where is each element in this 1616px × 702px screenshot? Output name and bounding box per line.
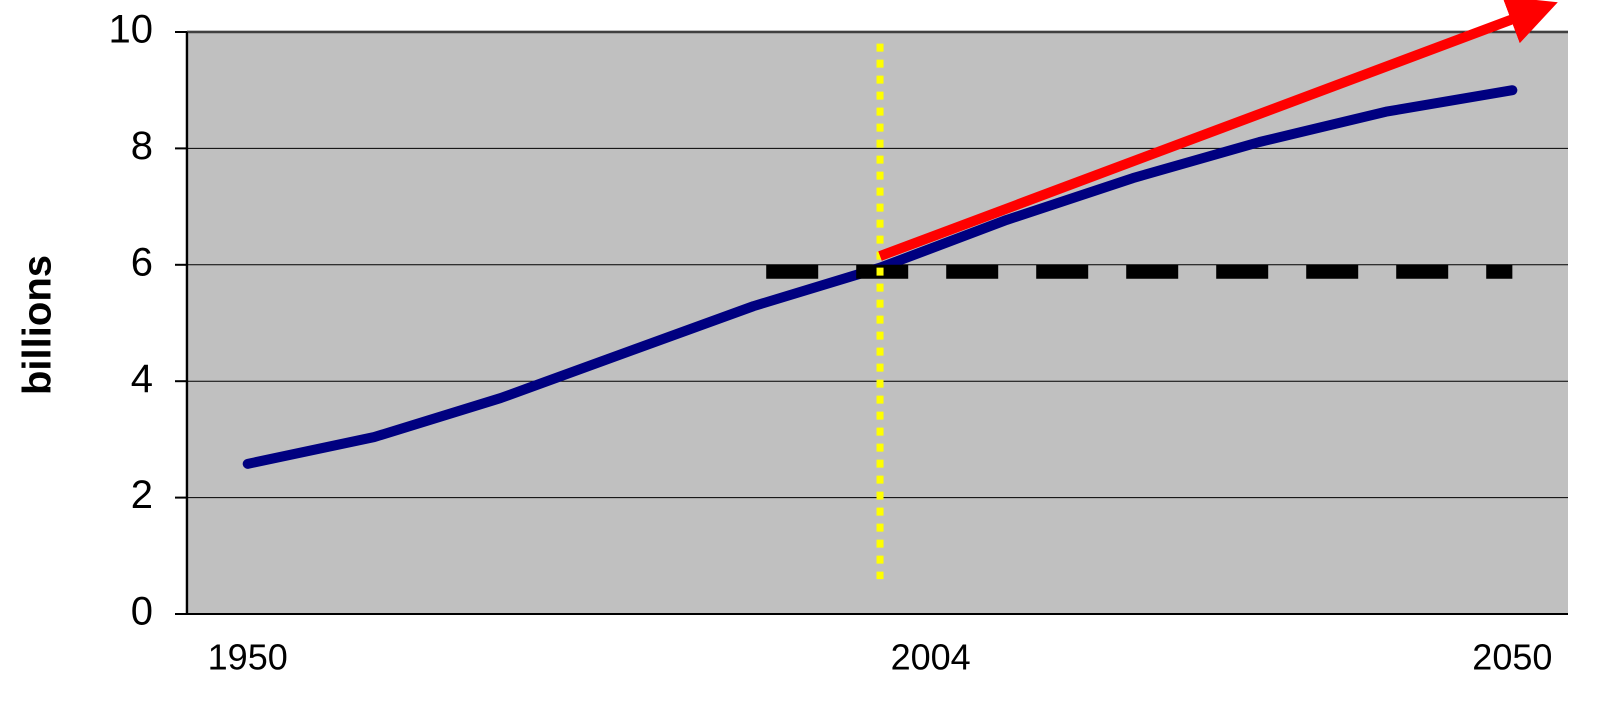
x-tick-label: 2004: [891, 637, 971, 678]
y-tick-label: 0: [131, 590, 153, 634]
x-tick-label: 1950: [208, 637, 288, 678]
y-tick-label: 10: [109, 8, 154, 52]
y-tick-label: 6: [131, 240, 153, 284]
y-axis-label: billions: [16, 255, 60, 395]
y-tick-label: 2: [131, 473, 153, 517]
y-tick-label: 4: [131, 357, 153, 401]
x-tick-label: 2050: [1472, 637, 1552, 678]
series-line: [878, 0, 1558, 261]
y-tick-label: 8: [131, 124, 153, 168]
